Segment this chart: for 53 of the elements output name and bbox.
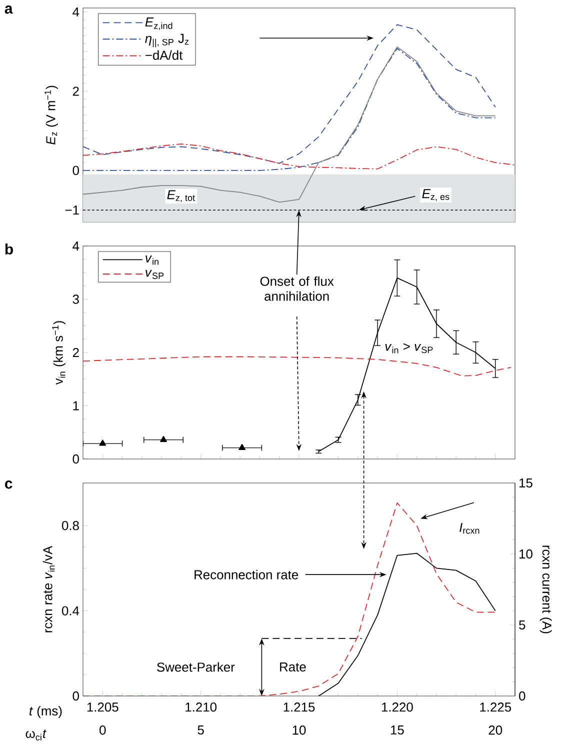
annotation: Rate [280, 662, 306, 672]
y-tick-label: 3 [72, 294, 79, 304]
y-tick-label: 2 [72, 86, 79, 96]
y-tick-label: 0 [72, 691, 79, 701]
y2-tick-label: 5 [519, 620, 526, 630]
annotation: $\textit{E}_{\textrm{z, tot}}$ [167, 190, 196, 202]
x-tick-label: 1.215 [284, 702, 315, 712]
x2-tick-label: 0 [100, 726, 106, 735]
x2-axis-title: ω$_{ci}$t [26, 730, 46, 740]
line-series [83, 356, 512, 376]
y2-axis-title: rcxn current (A) [540, 546, 552, 634]
x2-tick-label: 10 [292, 726, 306, 735]
line-series [83, 46, 496, 203]
y-tick-label: 0.8 [62, 521, 79, 530]
x-tick-label: 1.210 [186, 702, 217, 712]
x-axis-title: t (ms) [30, 706, 62, 718]
y-axis-title: v$_{in}$ (km s$^{−1}$) [52, 321, 66, 385]
annotation: v$_{in}$ > v$_{SP}$ [385, 343, 433, 354]
x-tick-label: 1.220 [382, 702, 413, 712]
chart-title: b [5, 244, 13, 255]
point [238, 444, 246, 450]
y-tick-label: 0.4 [62, 606, 80, 616]
y-tick-label: 4 [72, 8, 80, 16]
x2-tick-label: 15 [390, 726, 404, 735]
y2-tick-label: 10 [520, 549, 532, 559]
y-tick-label: 1 [73, 401, 79, 410]
y2-tick-label: 0 [519, 691, 526, 701]
annotation: Sweet-Parker [157, 662, 235, 672]
y-axis-title: rcxn rate v$_{in}$/vA [42, 546, 55, 632]
point [160, 436, 167, 442]
y-tick-label: 0 [72, 454, 79, 464]
chart-title: a [4, 6, 13, 14]
annotation: Reconnection rate [194, 570, 298, 580]
y-axis-title: E$_{z}$ (V m$^{−1}$) [44, 86, 58, 145]
x-tick-label: 1.225 [480, 702, 512, 712]
annotation: I$_{rcxn}$ [460, 522, 480, 534]
annotation: Onset of flux annihilation [260, 276, 334, 301]
y2-tick-label: 15 [520, 478, 532, 488]
annotation: $\textit{E}_{\textrm{z, es}}$ [422, 189, 450, 202]
y-tick-label: 2 [72, 348, 79, 358]
y-tick-label: −1 [65, 206, 79, 215]
chart-title: c [5, 480, 12, 489]
legend-label: −dA/dt [146, 50, 183, 60]
legend-label: E$_{z,ind}$ [145, 18, 172, 30]
legend-label: v$_{in}$ [146, 256, 158, 265]
x2-tick-label: 20 [488, 726, 502, 735]
y-tick-label: 0 [72, 166, 79, 176]
x2-tick-label: 5 [198, 726, 204, 735]
point [99, 440, 106, 446]
x-tick-label: 1.205 [87, 702, 118, 712]
y-tick-label: 4 [72, 242, 80, 250]
legend-label: v$_{SP}$ [146, 270, 164, 279]
legend-label: η$_{||, SP}$ J$_{z}$ [145, 34, 189, 48]
